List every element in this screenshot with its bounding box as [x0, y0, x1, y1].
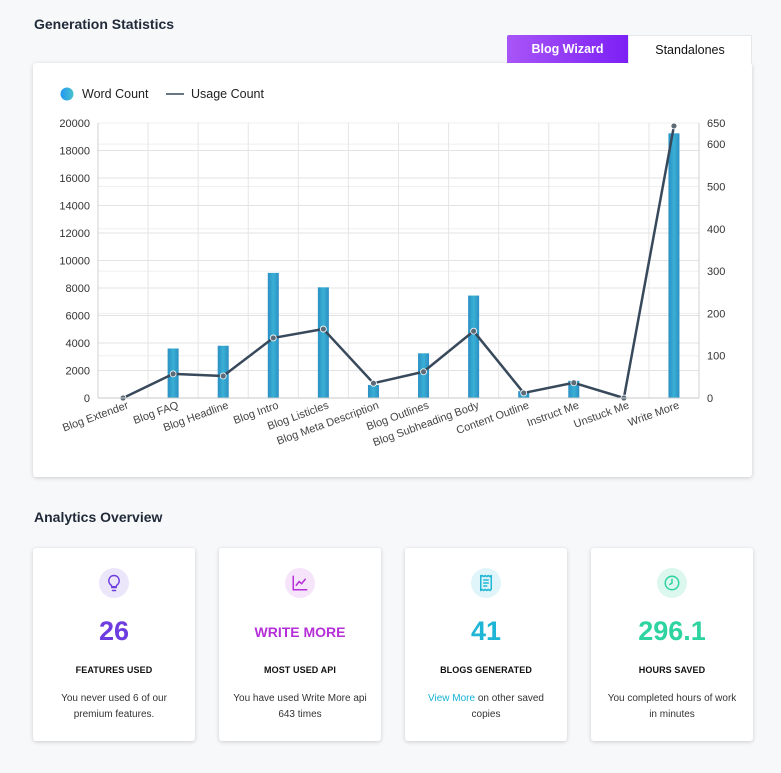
y-right-tick-label: 300 — [707, 266, 725, 278]
stat-label: FEATURES USED — [75, 665, 153, 675]
y-left-tick-label: 12000 — [59, 228, 90, 240]
stat-label: HOURS SAVED — [638, 665, 706, 675]
legend-word-count[interactable]: Word Count — [82, 87, 149, 101]
x-tick-label: Blog Extender — [61, 399, 130, 434]
y-left-tick-label: 18000 — [59, 146, 90, 158]
generation-statistics-title: Generation Statistics — [34, 16, 175, 32]
point-usage-count[interactable] — [670, 122, 678, 130]
stat-card-most-used-api: WRITE MORE MOST USED API You have used W… — [219, 548, 381, 741]
y-right-tick-label: 100 — [707, 351, 725, 363]
stat-card-features-used: 26 FEATURES USED You never used 6 of our… — [33, 548, 195, 741]
point-usage-count[interactable] — [319, 325, 327, 333]
point-usage-count[interactable] — [520, 389, 528, 397]
stat-label: MOST USED API — [264, 665, 336, 675]
stat-value: WRITE MORE — [254, 624, 346, 640]
stat-card-blogs-generated: 41 BLOGS GENERATED View More on other sa… — [405, 548, 567, 741]
point-usage-count[interactable] — [269, 334, 277, 342]
y-left-tick-label: 4000 — [66, 338, 90, 350]
view-more-link[interactable]: View More — [428, 693, 476, 704]
chart-line-icon — [285, 568, 315, 598]
y-right-tick-label: 400 — [707, 224, 725, 236]
line-usage-count[interactable] — [122, 125, 676, 400]
point-usage-count[interactable] — [169, 370, 177, 378]
point-usage-count[interactable] — [420, 368, 427, 376]
point-usage-count[interactable] — [470, 327, 478, 335]
receipt-icon — [471, 568, 501, 598]
stat-description: You completed hours of work in minutes — [607, 693, 737, 720]
chart-tabs: Blog Wizard Standalones — [507, 35, 752, 63]
y-left-tick-label: 16000 — [59, 173, 90, 185]
bar-word-count[interactable] — [668, 133, 680, 398]
tab-standalones[interactable]: Standalones — [628, 35, 752, 63]
x-tick-label: Instruct Me — [526, 400, 581, 430]
tab-blog-wizard[interactable]: Blog Wizard — [507, 35, 628, 63]
y-right-tick-label: 650 — [707, 118, 725, 130]
y-right-tick-label: 0 — [707, 393, 713, 405]
y-left-tick-label: 2000 — [66, 366, 90, 378]
bar-word-count[interactable] — [418, 353, 430, 398]
bar-word-count[interactable] — [217, 345, 229, 398]
lightbulb-icon — [99, 568, 129, 598]
y-right-tick-label: 600 — [707, 139, 725, 151]
stat-value: 26 — [98, 616, 130, 646]
bar-word-count[interactable] — [317, 287, 329, 398]
generation-chart: Word Count Usage Count 02000400060008000… — [59, 87, 725, 449]
y-left-tick-label: 14000 — [59, 201, 90, 213]
stat-description: You never used 6 of our premium features… — [61, 693, 167, 720]
point-usage-count[interactable] — [219, 372, 227, 380]
y-left-tick-label: 8000 — [66, 283, 90, 295]
legend-usage-count[interactable]: Usage Count — [191, 87, 264, 101]
y-right-tick-label: 200 — [707, 308, 725, 320]
legend-word-count-swatch — [60, 87, 74, 101]
bar-word-count[interactable] — [468, 295, 480, 398]
stat-value: 296.1 — [638, 616, 706, 646]
analytics-overview-title: Analytics Overview — [34, 509, 163, 525]
x-tick-label: Write More — [627, 400, 681, 430]
bar-word-count[interactable] — [367, 384, 379, 398]
y-left-tick-label: 10000 — [59, 256, 90, 268]
y-left-tick-label: 20000 — [59, 118, 90, 130]
y-right-tick-label: 500 — [707, 181, 725, 193]
stat-description: You have used Write More api 643 times — [233, 693, 367, 720]
stat-label: BLOGS GENERATED — [440, 665, 532, 675]
generation-chart-card: Word Count Usage Count 0 2000 4000 6000 8000… — [33, 63, 752, 477]
bar-word-count[interactable] — [568, 380, 580, 398]
stat-description-text: on other saved copies — [471, 693, 544, 720]
stat-value: 41 — [470, 616, 502, 646]
y-left-tick-label: 6000 — [66, 311, 90, 323]
stat-description: View More on other saved copies — [419, 691, 553, 723]
x-tick-label: Unstuck Me — [572, 400, 631, 431]
clock-icon — [657, 568, 687, 598]
point-usage-count[interactable] — [570, 379, 578, 387]
stat-card-hours-saved: 296.1 HOURS SAVED You completed hours of… — [591, 548, 753, 741]
chart-legend: Word Count Usage Count — [60, 87, 264, 101]
point-usage-count[interactable] — [370, 379, 377, 387]
y-left-tick-label: 0 — [84, 393, 90, 405]
